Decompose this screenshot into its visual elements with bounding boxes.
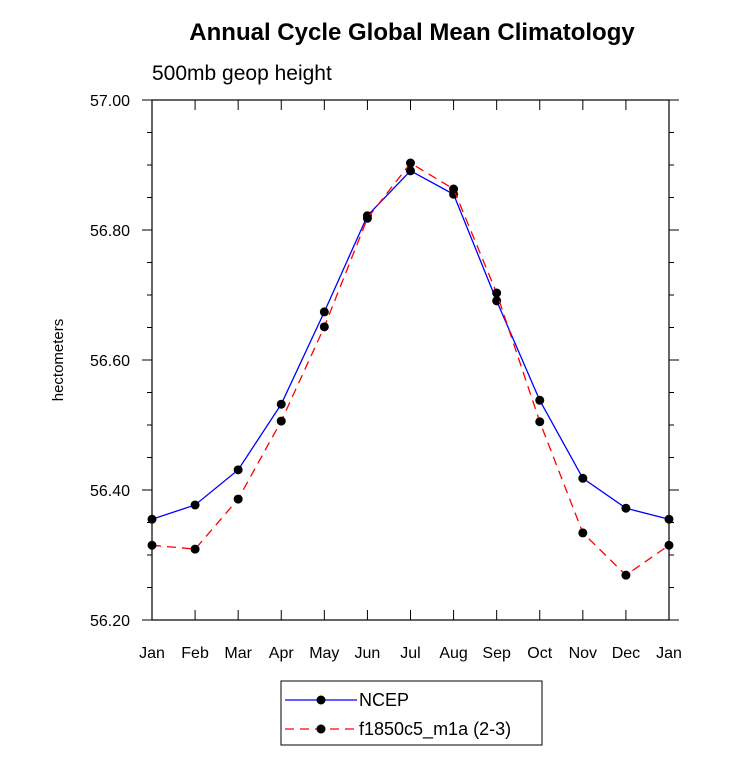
series-ncep: [147, 166, 674, 524]
data-point: [621, 570, 631, 580]
legend-item: NCEP: [285, 690, 409, 710]
series-line: [151, 170, 670, 520]
legend: NCEP f1850c5_m1a (2-3): [280, 680, 543, 746]
data-point: [406, 166, 415, 176]
data-point: [147, 540, 157, 550]
x-tick-label: May: [309, 645, 339, 662]
x-tick-label: Feb: [181, 645, 209, 662]
data-point: [319, 322, 329, 332]
legend-item: f1850c5_m1a (2-3): [285, 719, 511, 740]
y-tick-label: 56.20: [90, 613, 130, 630]
y-tick-label: 56.40: [90, 483, 130, 500]
chart-subtitle: 500mb geop height: [152, 62, 332, 85]
data-point: [406, 158, 415, 168]
data-point: [535, 417, 545, 427]
data-point: [535, 395, 545, 405]
x-tick-label: Sep: [482, 645, 511, 662]
series-line: [151, 162, 670, 576]
data-point: [190, 544, 200, 554]
data-point: [233, 494, 243, 504]
data-point: [362, 213, 372, 223]
data-point: [233, 465, 243, 475]
data-point: [190, 500, 200, 510]
legend-box: [280, 680, 543, 746]
series-f1850c5: [147, 158, 674, 580]
data-point: [492, 296, 502, 306]
y-tick-label: 57.00: [90, 93, 130, 110]
x-tick-label: Nov: [569, 645, 597, 662]
axes: Jan Feb Mar Apr May Jun Jul Aug Sep Oct Nov Dec Jan 5…: [90, 93, 682, 662]
x-tick-label: Dec: [612, 645, 640, 662]
y-axis-label: hectometers: [50, 319, 67, 402]
legend-marker: [316, 724, 326, 734]
legend-label: NCEP: [359, 690, 409, 710]
data-point: [621, 503, 631, 513]
data-point: [276, 399, 286, 409]
data-point: [319, 307, 329, 317]
chart-title: Annual Cycle Global Mean Climatology: [189, 19, 635, 46]
series-layer: [147, 158, 674, 580]
data-point: [276, 416, 286, 426]
data-point: [578, 528, 588, 538]
data-point: [492, 288, 502, 298]
data-point: [449, 184, 459, 194]
x-tick-label: Oct: [527, 645, 552, 662]
data-point: [578, 473, 588, 483]
x-tick-label: Jan: [656, 645, 682, 662]
y-tick-label: 56.60: [90, 353, 130, 370]
legend-label: f1850c5_m1a (2-3): [359, 719, 511, 740]
data-point: [664, 540, 674, 550]
x-tick-label: Mar: [224, 645, 252, 662]
data-point: [147, 514, 157, 524]
y-tick-label: 56.80: [90, 223, 130, 240]
x-tick-label: Apr: [269, 645, 295, 662]
x-tick-label: Aug: [439, 645, 467, 662]
x-tick-label: Jul: [400, 645, 420, 662]
legend-marker: [316, 695, 326, 705]
x-tick-label: Jun: [355, 645, 381, 662]
data-point: [664, 514, 674, 524]
x-tick-label: Jan: [139, 645, 165, 662]
